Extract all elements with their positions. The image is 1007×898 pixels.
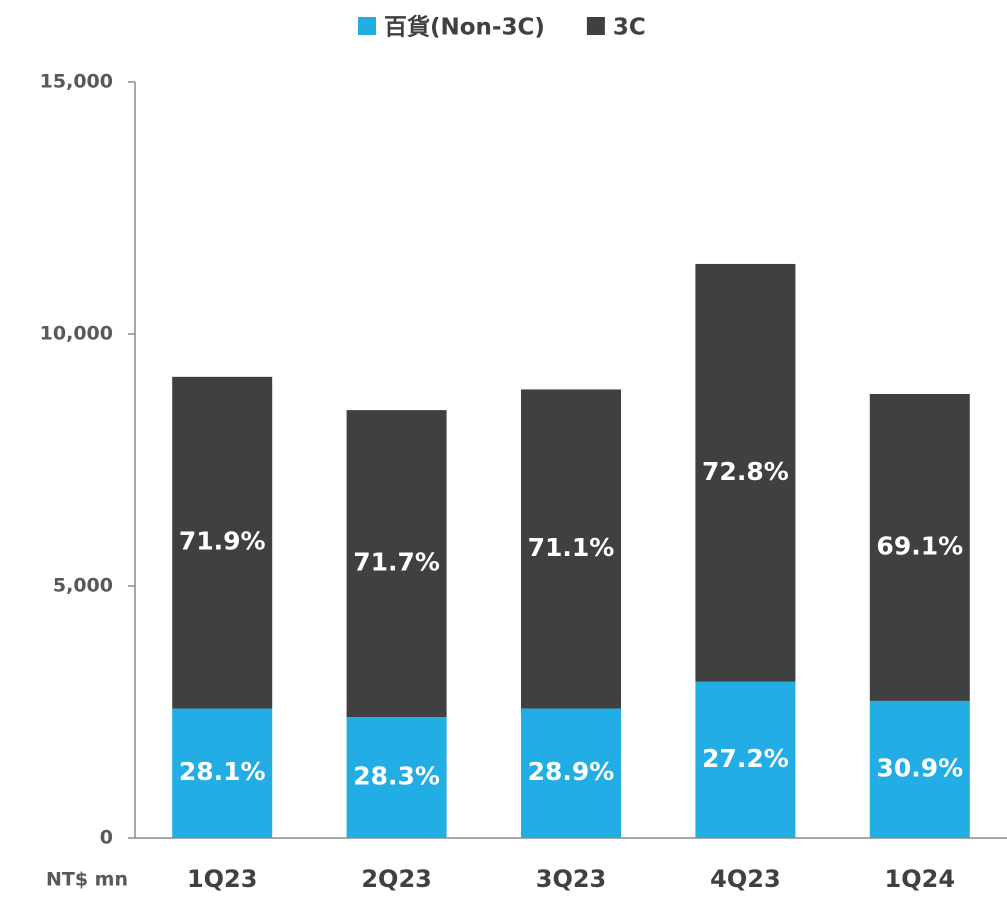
x-tick-label: 1Q24 xyxy=(885,865,956,893)
y-tick-label: 15,000 xyxy=(40,71,113,93)
bar-segment xyxy=(172,376,273,709)
x-tick-label: 3Q23 xyxy=(536,865,607,893)
bar-segment xyxy=(172,708,273,838)
share-label: 28.3% xyxy=(353,762,440,791)
y-tick-label: 0 xyxy=(100,827,113,849)
share-label: 28.9% xyxy=(528,757,615,786)
y-tick-label: 5,000 xyxy=(53,575,113,597)
x-tick-label: 1Q23 xyxy=(187,865,258,893)
share-label: 72.8% xyxy=(702,457,789,486)
y-tick-label: 10,000 xyxy=(40,323,113,345)
share-label: 71.7% xyxy=(353,548,440,577)
x-tick-label: 2Q23 xyxy=(361,865,432,893)
bar-segment xyxy=(869,700,970,838)
share-label: 69.1% xyxy=(876,531,963,560)
bar-segment xyxy=(695,263,796,682)
bar-segment xyxy=(346,717,447,838)
share-label: 27.2% xyxy=(702,744,789,773)
bar-segment xyxy=(346,410,447,718)
legend-label: 百貨(Non-3C) xyxy=(384,14,545,41)
axis-unit: NT$ mn xyxy=(46,869,128,891)
bar-segment xyxy=(869,393,970,701)
x-tick-label: 4Q23 xyxy=(710,865,781,893)
legend-swatch xyxy=(586,17,605,35)
share-label: 71.9% xyxy=(179,527,266,556)
bar-segment xyxy=(695,681,796,838)
legend-label: 3C xyxy=(613,15,646,41)
bar-segment xyxy=(521,389,621,709)
share-label: 30.9% xyxy=(876,753,963,782)
share-label: 28.1% xyxy=(179,757,266,786)
bar-segment xyxy=(521,708,621,838)
share-label: 71.1% xyxy=(528,533,615,562)
legend-swatch xyxy=(358,17,376,35)
